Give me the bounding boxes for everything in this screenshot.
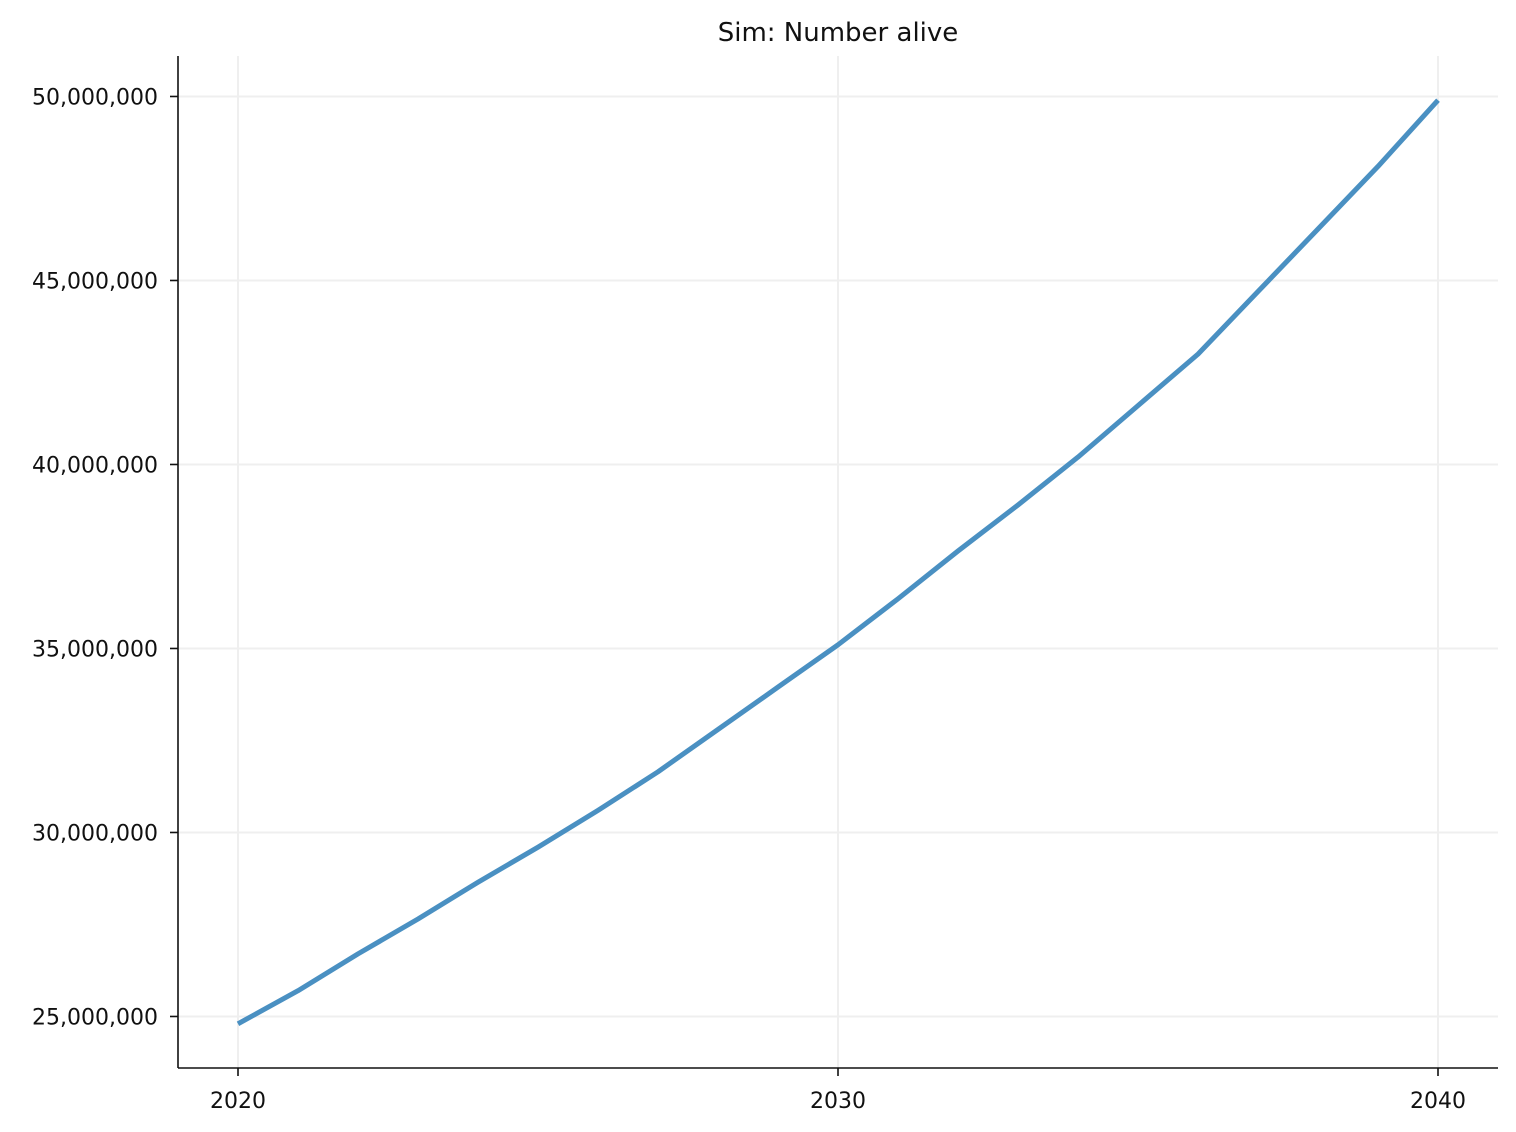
y-tick-label: 45,000,000	[32, 269, 158, 294]
y-tick-label: 40,000,000	[32, 453, 158, 478]
x-tick-label: 2030	[810, 1089, 866, 1114]
x-tick-label: 2020	[210, 1089, 266, 1114]
y-tick-label: 25,000,000	[32, 1005, 158, 1030]
series-layer	[236, 98, 1440, 1026]
x-tick-label: 2040	[1410, 1089, 1466, 1114]
grid-lines	[178, 56, 1498, 1068]
chart-title: Sim: Number alive	[718, 18, 959, 48]
y-tick-label: 35,000,000	[32, 637, 158, 662]
y-tick-label: 50,000,000	[32, 85, 158, 110]
y-tick-label: 30,000,000	[32, 821, 158, 846]
axis-ticks: 25,000,000 30,000,000 35,000,000 40,000,000…	[32, 85, 1466, 1114]
series-line	[236, 98, 1440, 1026]
